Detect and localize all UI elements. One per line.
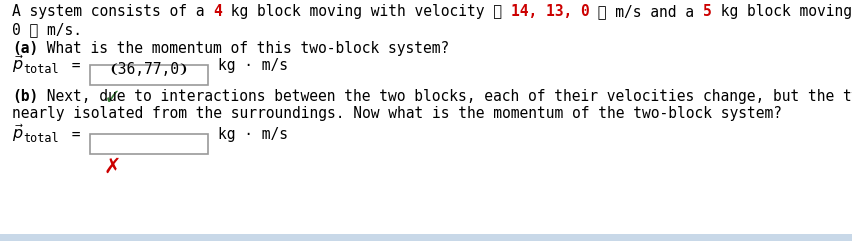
Text: nearly isolated from the surroundings. Now what is the momentum of the two-block: nearly isolated from the surroundings. N…: [12, 106, 781, 121]
Text: 14, 13, 0: 14, 13, 0: [510, 4, 589, 19]
Text: total: total: [24, 132, 60, 145]
Text: What is the momentum of this two-block system?: What is the momentum of this two-block s…: [38, 41, 449, 56]
Text: 5: 5: [702, 4, 711, 19]
FancyBboxPatch shape: [89, 134, 207, 154]
Text: ❨36,77,0❩: ❨36,77,0❩: [109, 62, 187, 77]
Text: =: =: [63, 127, 89, 142]
Text: total: total: [24, 63, 60, 76]
Text: ✗: ✗: [103, 157, 121, 177]
Text: kg block moving with velocity 〈: kg block moving with velocity 〈: [711, 4, 852, 19]
Text: 0 〉 m/s.: 0 〉 m/s.: [12, 22, 82, 37]
Text: (b): (b): [12, 89, 38, 104]
Text: (a): (a): [12, 41, 38, 56]
Text: $\vec{p}$: $\vec{p}$: [12, 54, 24, 75]
Bar: [0, 234, 852, 241]
Text: kg · m/s: kg · m/s: [217, 127, 287, 142]
Text: 4: 4: [213, 4, 222, 19]
Text: Next, due to interactions between the two blocks, each of their velocities chang: Next, due to interactions between the tw…: [38, 89, 852, 104]
Text: kg · m/s: kg · m/s: [217, 58, 287, 73]
FancyBboxPatch shape: [89, 65, 207, 85]
Text: 〉 m/s and a: 〉 m/s and a: [589, 4, 702, 19]
Text: ✓: ✓: [103, 88, 121, 108]
Text: $\vec{p}$: $\vec{p}$: [12, 123, 24, 144]
Text: =: =: [63, 58, 89, 73]
Text: A system consists of a: A system consists of a: [12, 4, 213, 19]
Text: kg block moving with velocity 〈: kg block moving with velocity 〈: [222, 4, 510, 19]
